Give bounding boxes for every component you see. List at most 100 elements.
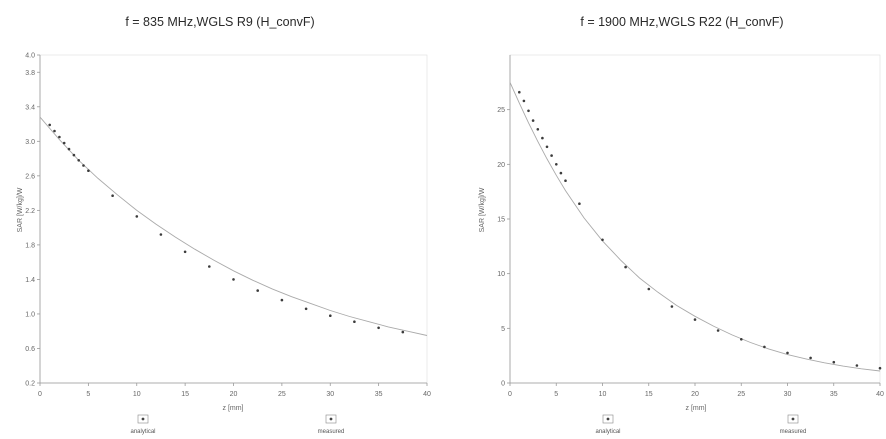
x-tick-label: 40 bbox=[423, 391, 431, 398]
chart-1-legend-analytical: analytical bbox=[130, 429, 155, 435]
y-tick-label: 4.0 bbox=[25, 53, 35, 60]
x-tick-label: 0 bbox=[508, 391, 512, 398]
chart-1-legend: analytical measured bbox=[130, 414, 345, 435]
x-tick-label: 35 bbox=[830, 391, 838, 398]
data-point-measured bbox=[693, 318, 697, 321]
data-point-measured bbox=[208, 265, 211, 268]
series-line-analytical bbox=[509, 82, 881, 372]
data-point-measured bbox=[304, 307, 308, 311]
data-point-measured bbox=[82, 164, 85, 167]
y-tick-label: 1.4 bbox=[25, 277, 35, 284]
y-tick-label: 1.8 bbox=[25, 242, 35, 249]
legend-marker-analytical bbox=[606, 417, 610, 421]
y-tick-label: 10 bbox=[497, 271, 505, 278]
x-tick-label: 15 bbox=[181, 391, 189, 398]
data-point-measured bbox=[763, 345, 766, 349]
x-tick-label: 30 bbox=[326, 391, 334, 398]
data-point-measured bbox=[67, 147, 71, 151]
x-tick-label: 15 bbox=[645, 391, 653, 398]
chart-1-title: f = 835 MHz,WGLS R9 (H_convF) bbox=[125, 15, 314, 29]
data-point-measured bbox=[72, 153, 76, 157]
data-point-measured bbox=[855, 364, 859, 367]
data-point-measured bbox=[135, 215, 139, 218]
legend-marker-analytical bbox=[141, 417, 145, 421]
y-tick-label: 2.2 bbox=[25, 208, 35, 215]
x-tick-label: 25 bbox=[278, 391, 286, 398]
data-point-measured bbox=[624, 265, 627, 269]
data-point-measured bbox=[536, 128, 540, 131]
data-point-measured bbox=[578, 202, 581, 205]
legend-swatch-analytical bbox=[137, 414, 149, 424]
data-point-measured bbox=[111, 194, 114, 197]
data-point-measured bbox=[377, 326, 380, 330]
x-tick-label: 25 bbox=[737, 391, 745, 398]
legend-marker-measured bbox=[329, 417, 333, 421]
chart-2: f = 1900 MHz,WGLS R22 (H_convF) SAR [W/k… bbox=[479, 15, 884, 435]
data-point-measured bbox=[878, 366, 882, 370]
data-point-measured bbox=[256, 289, 260, 292]
data-point-measured bbox=[77, 159, 80, 162]
y-tick-label: 5 bbox=[501, 326, 505, 333]
data-point-measured bbox=[559, 171, 563, 175]
chart-2-legend-measured: measured bbox=[780, 429, 807, 435]
data-point-measured bbox=[159, 233, 163, 236]
data-point-measured bbox=[809, 356, 812, 360]
chart-1-xlabel: z [mm] bbox=[223, 405, 244, 412]
data-point-measured bbox=[280, 298, 284, 302]
chart-2-legend-analytical: analytical bbox=[595, 429, 620, 435]
data-point-measured bbox=[550, 154, 553, 157]
data-point-measured bbox=[48, 123, 51, 127]
x-tick-label: 10 bbox=[599, 391, 607, 398]
data-point-measured bbox=[564, 179, 567, 182]
chart-2-legend: analytical measured bbox=[595, 414, 807, 435]
data-point-measured bbox=[53, 129, 56, 133]
chart-2-plot-area bbox=[509, 54, 881, 384]
chart-1: f = 835 MHz,WGLS R9 (H_convF) SAR [W/kg]… bbox=[17, 15, 431, 435]
chart-1-plot-area bbox=[39, 54, 428, 384]
data-point-measured bbox=[670, 305, 674, 308]
y-tick-label: 15 bbox=[497, 217, 505, 224]
x-tick-label: 40 bbox=[876, 391, 884, 398]
legend-marker-measured bbox=[791, 417, 795, 421]
data-point-measured bbox=[183, 250, 187, 254]
data-point-measured bbox=[353, 320, 356, 324]
data-point-measured bbox=[329, 314, 332, 318]
y-tick-label: 2.6 bbox=[25, 173, 35, 180]
legend-swatch-measured bbox=[787, 414, 799, 424]
data-point-measured bbox=[518, 90, 521, 94]
y-tick-label: 3.0 bbox=[25, 139, 35, 146]
chart-2-title: f = 1900 MHz,WGLS R22 (H_convF) bbox=[580, 15, 783, 29]
data-point-measured bbox=[87, 169, 90, 172]
y-tick-label: 0.6 bbox=[25, 346, 35, 353]
y-tick-label: 0.2 bbox=[25, 381, 35, 388]
chart-1-legend-measured: measured bbox=[318, 429, 345, 435]
legend-swatch-measured bbox=[325, 414, 337, 424]
y-tick-label: 20 bbox=[497, 162, 505, 169]
y-tick-label: 0 bbox=[501, 381, 505, 388]
data-point-measured bbox=[401, 330, 405, 334]
data-point-measured bbox=[832, 360, 836, 364]
y-tick-label: 25 bbox=[497, 107, 505, 114]
x-tick-label: 5 bbox=[554, 391, 558, 398]
chart-1-ylabel: SAR [W/kg]/W bbox=[17, 187, 24, 232]
data-point-measured bbox=[716, 329, 720, 332]
x-tick-label: 10 bbox=[133, 391, 141, 398]
x-tick-label: 0 bbox=[38, 391, 42, 398]
y-tick-label: 3.8 bbox=[25, 70, 35, 77]
x-tick-label: 5 bbox=[86, 391, 90, 398]
y-tick-label: 1.0 bbox=[25, 311, 35, 318]
x-tick-label: 35 bbox=[375, 391, 383, 398]
x-tick-label: 30 bbox=[784, 391, 792, 398]
data-point-measured bbox=[232, 278, 235, 281]
data-point-measured bbox=[555, 163, 558, 166]
chart-2-ylabel: SAR [W/kg]/W bbox=[479, 187, 486, 232]
data-point-measured bbox=[740, 338, 743, 341]
data-point-measured bbox=[647, 287, 651, 291]
data-point-measured bbox=[541, 136, 544, 140]
data-point-measured bbox=[531, 119, 535, 122]
legend-swatch-analytical bbox=[602, 414, 614, 424]
x-tick-label: 20 bbox=[691, 391, 699, 398]
chart-2-xlabel: z [mm] bbox=[686, 405, 707, 412]
data-point-measured bbox=[522, 99, 526, 103]
